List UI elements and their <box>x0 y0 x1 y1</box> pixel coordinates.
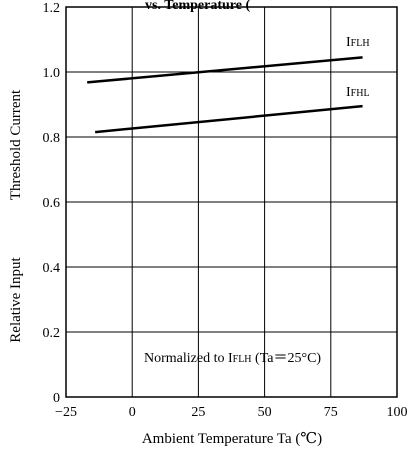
x-tick-labels: −25 0 25 50 75 100 <box>55 405 407 420</box>
y-tick-label: 0.4 <box>43 261 61 276</box>
y-tick-label: 0.6 <box>43 196 61 211</box>
series-label-iflh: IFLH <box>346 35 370 50</box>
y-axis-title: Relative Input Threshold Current <box>8 89 24 343</box>
series-line-fhl <box>95 104 363 134</box>
series-label-ifhl-main: I <box>346 85 351 100</box>
y-tick-labels: 0 0.2 0.4 0.6 0.8 1.0 1.2 <box>43 1 61 406</box>
y-tick-label: 0.8 <box>43 131 61 146</box>
x-tick-label: −25 <box>55 405 77 420</box>
normalization-note-post: (Ta＝25°C) <box>252 351 322 366</box>
normalization-note-pre: Normalized to I <box>144 351 233 366</box>
x-tick-label: 75 <box>324 405 338 420</box>
series-label-ifhl: IFHL <box>346 85 370 100</box>
series-label-ifhl-sub: FHL <box>351 88 370 99</box>
grid <box>65 6 398 398</box>
plot-frame <box>65 6 398 398</box>
y-tick-label: 0 <box>53 391 60 406</box>
y-tick-label: 0.2 <box>43 326 61 341</box>
x-tick-label: 100 <box>387 405 408 420</box>
series-label-iflh-main: I <box>346 35 351 50</box>
series-lines <box>87 56 363 134</box>
x-axis-title: Ambient Temperature Ta (℃) <box>142 431 322 447</box>
normalization-note: Normalized to IFLH (Ta＝25°C) <box>144 351 321 366</box>
x-tick-label: 25 <box>191 405 205 420</box>
normalization-note-sub: FLH <box>233 354 252 365</box>
y-tick-label: 1.2 <box>43 1 61 16</box>
y-axis-title-part-1: Relative Input <box>8 256 24 342</box>
series-label-iflh-sub: FLH <box>351 38 370 49</box>
x-tick-label: 50 <box>258 405 272 420</box>
series-line-flh <box>87 56 363 84</box>
y-tick-label: 1.0 <box>43 66 61 81</box>
y-axis-title-part-2: Threshold Current <box>8 89 24 200</box>
x-tick-label: 0 <box>129 405 136 420</box>
